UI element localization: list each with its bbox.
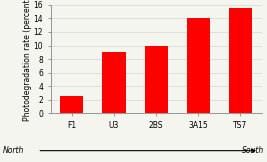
Y-axis label: Photodegradation rate (percent): Photodegradation rate (percent) xyxy=(23,0,32,122)
Bar xyxy=(103,52,126,113)
Bar xyxy=(60,96,84,113)
Text: North: North xyxy=(3,146,24,155)
Bar xyxy=(229,8,252,113)
Text: South: South xyxy=(242,146,264,155)
Bar xyxy=(145,46,168,113)
Bar xyxy=(187,18,210,113)
